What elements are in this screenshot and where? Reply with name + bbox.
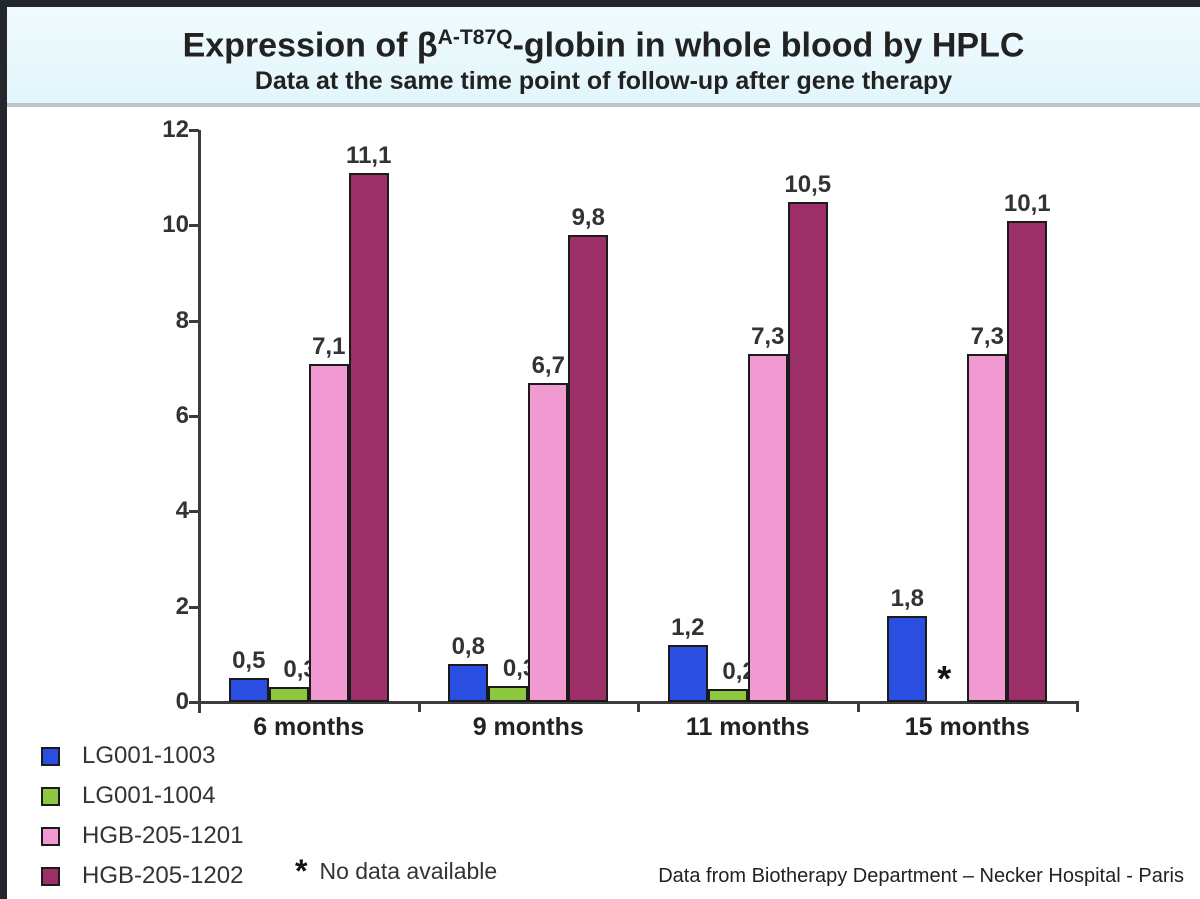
title-superscript: A-T87Q: [437, 26, 513, 49]
no-data-note-text: No data available: [319, 857, 498, 884]
y-tick-label: 2: [175, 592, 189, 620]
y-tick-label: 4: [175, 497, 189, 525]
y-tick-label: 0: [175, 688, 189, 715]
y-tick-mark: [189, 510, 199, 514]
no-data-asterisk: *: [937, 658, 952, 699]
bar-LG001-1004-6months: [268, 686, 309, 702]
plot-area: 0 2 4 6 8 10 12 0,5 0,8 1,2 1,8 0,32 0,33 0,27 * 7,1 6,7…: [7, 107, 1200, 767]
bar-LG001-1003-9months: [448, 663, 489, 702]
bar-value-label: 10,5: [784, 170, 832, 198]
legend-item: HGB-205-1201: [41, 822, 244, 849]
bar-HGB-205-1202-6months: [348, 172, 389, 702]
bar-HGB-205-1202-15months: [1007, 220, 1048, 702]
x-category-label: 11 months: [685, 713, 810, 741]
bar-HGB-205-1201-6months: [308, 363, 349, 702]
bar-value-label: 7,3: [751, 323, 785, 351]
legend-item: HGB-205-1202: [41, 862, 244, 889]
bar-value-label: 9,8: [571, 203, 605, 231]
bar-value-label: 6,7: [531, 351, 565, 379]
y-tick-mark: [189, 605, 199, 609]
y-tick-mark: [189, 701, 199, 704]
y-tick-label: 8: [175, 306, 189, 334]
attribution-text: Data from Biotherapy Department – Necker…: [658, 865, 1184, 887]
chart-title: Expression of βA-T87Q-globin in whole bl…: [7, 19, 1200, 64]
x-axis-line: [191, 701, 1079, 704]
y-tick-mark: [189, 319, 199, 323]
bar-value-label: 1,8: [890, 585, 924, 613]
bar-value-label: 0,5: [232, 647, 266, 675]
legend-item-label: LG001-1004: [82, 782, 216, 809]
bar-HGB-205-1202-9months: [568, 234, 609, 702]
asterisk-icon: *: [295, 853, 308, 889]
x-tick-mark: [637, 703, 640, 712]
bar-HGB-205-1202-11months: [787, 201, 828, 702]
legend-swatch-icon: [41, 866, 60, 886]
legend-item-label: LG001-1003: [82, 742, 216, 769]
title-suffix: -globin in whole blood by HPLC: [512, 26, 1025, 65]
y-tick-mark: [189, 129, 199, 132]
bar-HGB-205-1201-15months: [967, 354, 1008, 702]
bar-value-label: 10,1: [1003, 189, 1051, 217]
title-prefix: Expression of β: [182, 26, 438, 65]
x-category-label: 15 months: [904, 713, 1030, 741]
legend: LG001-1003 LG001-1004 HGB-205-1201 HGB-205-…: [41, 742, 244, 899]
legend-swatch-icon: [41, 746, 60, 766]
y-tick-label: 10: [162, 211, 189, 239]
bar-HGB-205-1201-9months: [528, 382, 569, 702]
bar-HGB-205-1201-11months: [747, 354, 788, 702]
legend-item-label: HGB-205-1202: [82, 862, 244, 889]
bar-value-label: 1,2: [671, 613, 705, 641]
bar-value-label: 7,3: [970, 323, 1004, 351]
y-tick-label: 12: [162, 116, 189, 143]
bar-LG001-1003-15months: [887, 616, 928, 702]
bar-LG001-1003-11months: [667, 644, 708, 702]
y-tick-label: 6: [175, 402, 189, 429]
legend-item: LG001-1004: [41, 782, 243, 809]
bar-value-label: 11,1: [346, 141, 392, 169]
bar-LG001-1003-6months: [228, 678, 269, 702]
legend-item-label: HGB-205-1201: [82, 822, 244, 849]
bar-LG001-1004-11months: [707, 689, 748, 702]
bar-value-label: 0,8: [451, 632, 485, 660]
bar-LG001-1004-9months: [488, 686, 529, 702]
header-banner: Expression of βA-T87Q-globin in whole bl…: [7, 7, 1200, 107]
x-tick-mark: [1076, 703, 1079, 712]
x-category-label: 6 months: [253, 713, 365, 741]
y-tick-mark: [189, 415, 199, 418]
x-category-label: 9 months: [472, 713, 584, 741]
y-axis-line: [198, 130, 201, 713]
x-tick-mark: [856, 703, 860, 712]
y-tick-mark: [189, 224, 199, 228]
bar-value-label: 7,1: [312, 332, 346, 360]
no-data-note: * No data available: [295, 853, 498, 889]
chart-subtitle: Data at the same time point of follow-up…: [254, 67, 953, 96]
legend-swatch-icon: [41, 826, 60, 846]
legend-item: LG001-1003: [41, 742, 243, 769]
legend-swatch-icon: [41, 786, 60, 806]
x-tick-mark: [417, 703, 421, 712]
